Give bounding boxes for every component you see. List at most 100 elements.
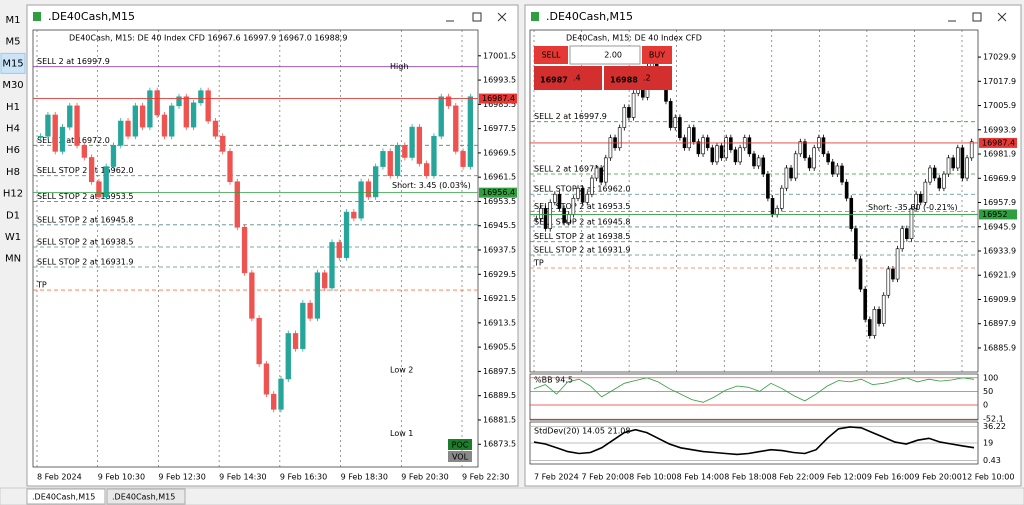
candle: [766, 173, 770, 199]
x-tick-label: 9 Feb 20:00: [914, 473, 961, 482]
chart-header: DE40Cash, M15: DE 40 Index CFD: [566, 34, 702, 43]
candle: [227, 151, 233, 183]
tab[interactable]: [106, 488, 186, 505]
candle: [678, 117, 682, 138]
candle: [585, 193, 590, 203]
y-tick-label: 17001.5: [483, 51, 516, 60]
candle: [840, 165, 844, 183]
candle: [770, 197, 775, 215]
indicator-line: [533, 426, 975, 456]
y-tick-label: 16969.5: [483, 148, 516, 157]
chart-button[interactable]: [448, 451, 472, 462]
order-label: SELL STOP 2 at 16931.9: [534, 246, 631, 255]
volume[interactable]: 2.00: [604, 51, 622, 60]
y-tick-label: 16961.5: [483, 173, 516, 182]
candle: [812, 147, 817, 169]
candle: [571, 197, 576, 215]
x-tick-label: 9 Feb 22:30: [462, 473, 509, 482]
candle: [784, 167, 789, 189]
y-tick-label: 16945.9: [983, 222, 1016, 231]
chart-button-label[interactable]: VOL: [452, 453, 469, 462]
sell-button[interactable]: [534, 46, 568, 64]
candle: [854, 228, 858, 260]
price-tag: [979, 209, 1017, 220]
order-label: SELL STOP 2 at 16953.5: [534, 202, 631, 211]
candle: [132, 105, 138, 137]
marker-label: Low 2: [390, 365, 413, 374]
timeframe-button[interactable]: MN: [5, 254, 21, 265]
position-label: Short: 3.45 (0.03%): [392, 181, 471, 190]
candle: [365, 181, 372, 198]
buy-button[interactable]: [642, 46, 672, 64]
buy-label[interactable]: BUY: [649, 51, 665, 60]
order-label: TP: [533, 258, 544, 267]
timeframe-button[interactable]: H1: [6, 102, 20, 113]
candle: [900, 228, 905, 250]
marker-label: Low 1: [390, 429, 413, 438]
candle: [278, 378, 284, 410]
tab-bar: [0, 487, 1024, 505]
timeframe-button[interactable]: M1: [6, 15, 21, 26]
candle: [467, 96, 474, 167]
candle: [891, 268, 895, 280]
timeframe-button[interactable]: H4: [6, 124, 20, 135]
sell-label[interactable]: SELL: [541, 51, 561, 60]
timeframe-button[interactable]: M30: [2, 80, 23, 91]
timeframe-button[interactable]: H12: [3, 189, 23, 200]
price-tag-label: 16987.4: [482, 94, 515, 103]
candle: [599, 167, 603, 183]
candle: [914, 193, 918, 209]
y-tick-label: 16921.5: [483, 294, 516, 303]
candle: [445, 96, 452, 107]
tab-label[interactable]: .DE40Cash,M15: [32, 493, 95, 502]
order-label: TP: [36, 281, 47, 290]
timeframe-button[interactable]: H6: [6, 145, 20, 156]
candle: [793, 153, 798, 179]
candle: [534, 218, 539, 220]
y-tick-label: 16885.9: [983, 343, 1016, 352]
candle: [548, 202, 553, 229]
candle: [877, 309, 881, 324]
x-tick-label: 9 Feb 14:30: [219, 473, 266, 482]
candle: [918, 193, 923, 203]
volume-box[interactable]: [569, 45, 641, 65]
candle: [937, 177, 942, 189]
tab[interactable]: [26, 488, 106, 505]
marker-label: High: [390, 62, 408, 71]
candle: [905, 228, 909, 239]
timeframe-button[interactable]: D1: [6, 210, 20, 221]
candle: [715, 145, 719, 163]
x-tick-label: 7 Feb 2024: [534, 473, 579, 482]
candle: [81, 145, 88, 158]
tab-label[interactable]: .DE40Cash,M15: [112, 493, 175, 502]
y-tick-label: 0: [983, 401, 988, 410]
window-controls[interactable]: [948, 12, 1007, 22]
order-label: SELL 2 at 16997.9: [534, 112, 607, 121]
candle: [183, 96, 189, 128]
bid-box[interactable]: [534, 66, 602, 90]
candle: [285, 333, 291, 380]
candle: [928, 167, 932, 183]
timeframe-button[interactable]: H8: [6, 167, 20, 178]
window-controls[interactable]: [446, 12, 507, 22]
candle: [858, 258, 863, 290]
y-tick-label: 16913.5: [483, 318, 516, 327]
ask-box[interactable]: [604, 66, 672, 90]
candle: [729, 137, 733, 151]
x-tick-label: 8 Feb 22:00: [772, 473, 819, 482]
chart-button[interactable]: [448, 439, 472, 450]
candle: [719, 145, 724, 159]
candle: [844, 181, 849, 199]
timeframe-button[interactable]: M15: [2, 58, 23, 69]
candle: [580, 187, 585, 203]
chart-button-label[interactable]: POC: [452, 441, 469, 450]
indicator-line: [533, 377, 975, 403]
timeframe-button[interactable]: M5: [6, 37, 21, 48]
candle: [176, 96, 182, 107]
x-tick-label: 8 Feb 2024: [37, 473, 82, 482]
candle: [394, 145, 401, 176]
timeframe-button[interactable]: W1: [5, 232, 21, 243]
y-tick-label: 16881.5: [483, 415, 516, 424]
candle: [747, 137, 752, 155]
x-tick-label: 8 Feb 14:00: [677, 473, 724, 482]
